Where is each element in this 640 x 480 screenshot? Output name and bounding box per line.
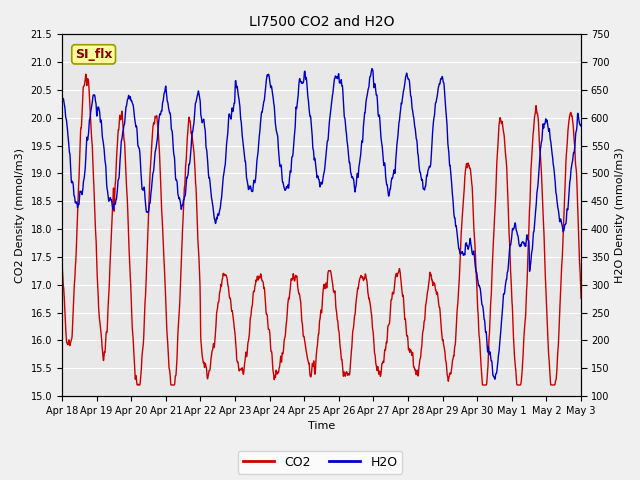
H2O [305,100,312,106]
H2O [561,222,569,228]
Line: H2O: H2O [62,69,581,379]
X-axis label: Time: Time [308,421,335,432]
H2O [577,123,585,129]
H2O [276,164,284,169]
CO2 [168,382,175,388]
H2O [280,185,288,191]
CO2 [561,173,569,179]
Y-axis label: H2O Density (mmol/m3): H2O Density (mmol/m3) [615,147,625,283]
CO2 [280,336,288,342]
CO2 [435,305,443,311]
Title: LI7500 CO2 and H2O: LI7500 CO2 and H2O [249,15,394,29]
CO2 [276,357,284,363]
H2O [368,66,376,72]
Legend: CO2, H2O: CO2, H2O [237,451,403,474]
Y-axis label: CO2 Density (mmol/m3): CO2 Density (mmol/m3) [15,148,25,283]
H2O [491,376,499,382]
CO2 [58,256,66,262]
CO2 [577,296,585,301]
Line: CO2: CO2 [62,74,581,385]
H2O [58,96,66,101]
CO2 [82,71,90,77]
CO2 [305,360,313,366]
H2O [536,158,543,164]
Text: SI_flx: SI_flx [75,48,113,61]
H2O [435,81,443,87]
CO2 [536,145,543,151]
